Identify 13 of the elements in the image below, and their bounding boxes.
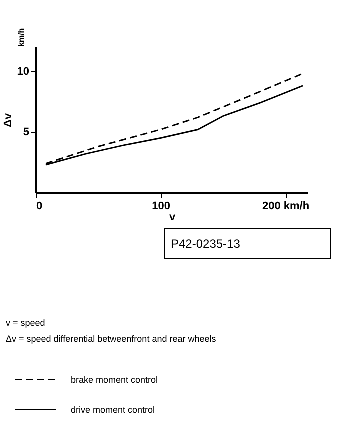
text: v = speed	[6, 318, 46, 328]
y-tick-label: 10	[17, 66, 30, 78]
y-tick-label: 5	[23, 126, 30, 139]
y-axis-title: Δv	[2, 112, 14, 128]
x-axis-title: v	[169, 212, 176, 224]
text: P42-0235-13	[171, 237, 241, 251]
legend-label: brake moment control	[71, 375, 158, 385]
legend-label: drive moment control	[71, 405, 156, 415]
x-tick-label: 100	[152, 200, 170, 212]
x-tick-label: 200 km/h	[262, 200, 310, 212]
text: km/h	[17, 28, 26, 47]
text: Δv = speed differential betweenfront and rear wheels	[6, 334, 217, 344]
x-tick-label: 0	[36, 200, 43, 212]
